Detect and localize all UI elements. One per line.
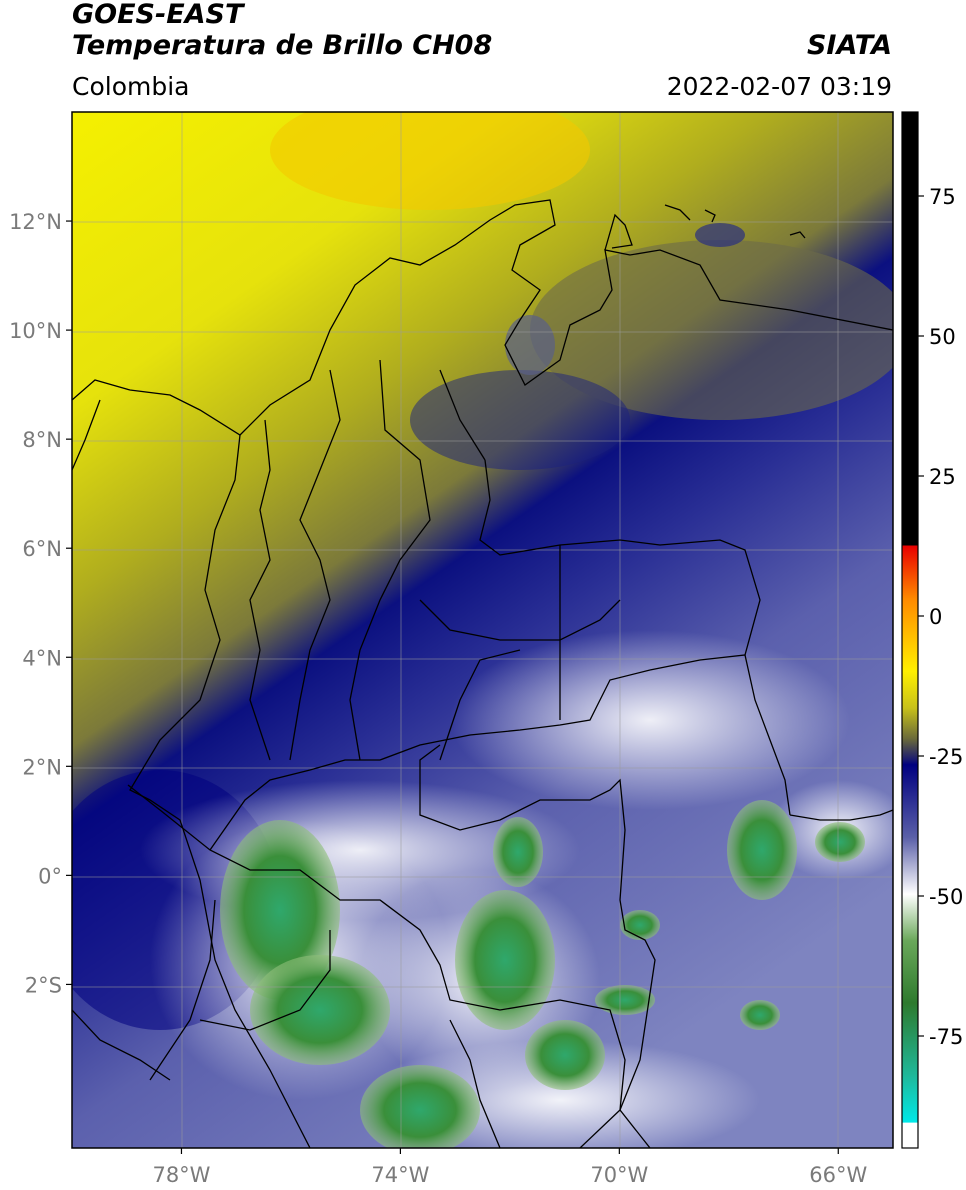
colorbar-frame — [901, 111, 919, 1149]
latitude-ticks: 12°N 10°N 8°N 6°N 4°N 2°N 0° 2°S — [9, 210, 72, 997]
colorbar-tick-label: 75 — [929, 185, 956, 209]
lat-tick-label: 0° — [38, 864, 62, 888]
colorbar-tick-label: -50 — [929, 885, 963, 909]
lat-tick-label: 2°N — [22, 755, 62, 779]
lon-tick-label: 66°W — [809, 1163, 867, 1187]
region-label: Colombia — [72, 72, 190, 101]
colorbar-tick-label: 25 — [929, 465, 956, 489]
datetime-label: 2022-02-07 03:19 — [666, 72, 892, 101]
colorbar-tick-label: 50 — [929, 325, 956, 349]
coastlines-and-borders — [72, 199, 893, 1148]
lon-tick-label: 78°W — [152, 1163, 210, 1187]
lat-tick-label: 2°S — [25, 973, 62, 997]
agency-label: SIATA — [806, 30, 892, 61]
lon-tick-label: 74°W — [371, 1163, 429, 1187]
lat-tick-label: 6°N — [22, 537, 62, 561]
colorbar-ticks: 75 50 25 0 -25 -50 -75 — [918, 185, 963, 1049]
colorbar-tick-label: 0 — [929, 605, 942, 629]
colorbar-tick-label: -25 — [929, 745, 963, 769]
satellite-title: GOES-EAST — [72, 0, 244, 30]
lat-tick-label: 8°N — [22, 428, 62, 452]
plot-frame — [71, 111, 894, 1149]
colorbar — [902, 112, 918, 1148]
graticule — [72, 112, 893, 1148]
lat-tick-label: 4°N — [22, 646, 62, 670]
lat-tick-label: 10°N — [9, 319, 62, 343]
colorbar-tick-label: -75 — [929, 1025, 963, 1049]
lat-tick-label: 12°N — [9, 210, 62, 234]
satellite-image — [72, 112, 893, 1148]
product-title: Temperatura de Brillo CH08 — [72, 30, 493, 61]
lon-tick-label: 70°W — [590, 1163, 648, 1187]
longitude-ticks: 78°W 74°W 70°W 66°W — [152, 1148, 867, 1187]
